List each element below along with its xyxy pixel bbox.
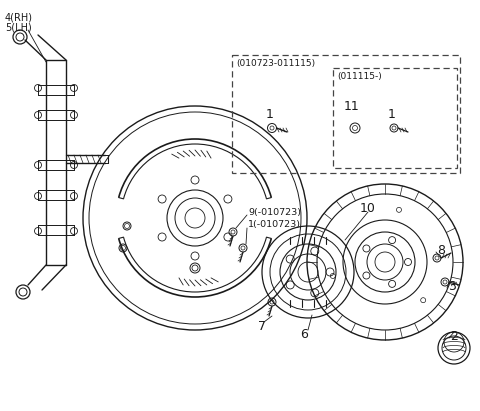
Text: 5(LH): 5(LH) xyxy=(5,22,32,32)
Text: 2: 2 xyxy=(450,330,458,343)
Text: 1: 1 xyxy=(388,108,396,121)
Text: 10: 10 xyxy=(360,202,376,215)
Text: 4(RH): 4(RH) xyxy=(5,12,33,22)
Text: 7: 7 xyxy=(258,320,266,333)
Text: 3: 3 xyxy=(448,280,456,293)
Text: 6: 6 xyxy=(300,328,308,341)
Text: 9(-010723): 9(-010723) xyxy=(248,208,301,217)
Text: 1: 1 xyxy=(266,108,274,121)
Text: (010723-011115): (010723-011115) xyxy=(236,59,315,68)
Text: 11: 11 xyxy=(344,100,360,113)
Text: (011115-): (011115-) xyxy=(337,72,382,81)
Text: 8: 8 xyxy=(437,244,445,257)
Text: 1(-010723): 1(-010723) xyxy=(248,220,301,229)
